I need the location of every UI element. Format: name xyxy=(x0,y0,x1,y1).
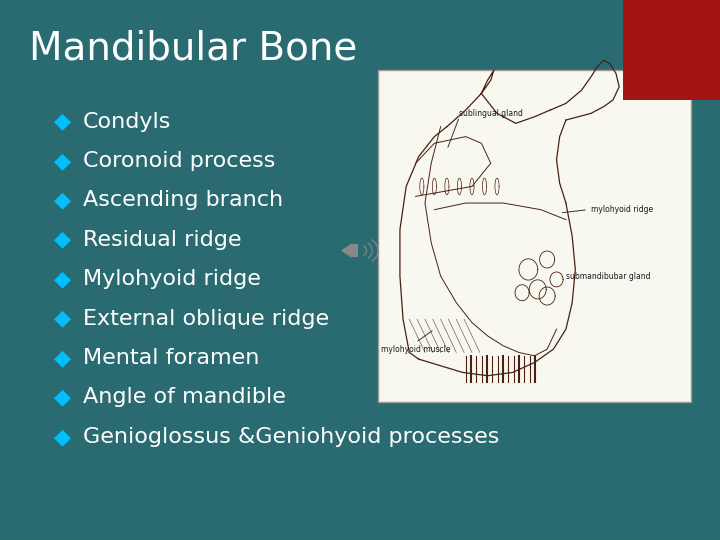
Polygon shape xyxy=(342,244,352,257)
Text: Mental foramen: Mental foramen xyxy=(83,348,259,368)
FancyBboxPatch shape xyxy=(623,0,720,100)
Text: ◆: ◆ xyxy=(54,151,71,171)
Text: Residual ridge: Residual ridge xyxy=(83,230,241,250)
Text: mylohyoid muscle: mylohyoid muscle xyxy=(381,345,451,354)
Text: mylohyoid ridge: mylohyoid ridge xyxy=(591,205,653,214)
Text: ◆: ◆ xyxy=(54,387,71,408)
Text: ◆: ◆ xyxy=(54,427,71,447)
Text: Angle of mandible: Angle of mandible xyxy=(83,387,286,408)
Text: Mylohyoid ridge: Mylohyoid ridge xyxy=(83,269,261,289)
FancyBboxPatch shape xyxy=(378,70,691,402)
Text: sublingual gland: sublingual gland xyxy=(459,109,523,118)
Text: submandibubar gland: submandibubar gland xyxy=(566,272,650,281)
Text: ◆: ◆ xyxy=(54,230,71,250)
Text: Coronoid process: Coronoid process xyxy=(83,151,275,171)
Text: Condyls: Condyls xyxy=(83,111,171,132)
Text: ◆: ◆ xyxy=(54,190,71,211)
Text: External oblique ridge: External oblique ridge xyxy=(83,308,329,329)
Text: ◆: ◆ xyxy=(54,111,71,132)
FancyBboxPatch shape xyxy=(352,244,358,257)
Text: Ascending branch: Ascending branch xyxy=(83,190,283,211)
Text: ◆: ◆ xyxy=(54,308,71,329)
Text: ◆: ◆ xyxy=(54,269,71,289)
Text: Genioglossus &Geniohyoid processes: Genioglossus &Geniohyoid processes xyxy=(83,427,499,447)
Text: Mandibular Bone: Mandibular Bone xyxy=(29,30,357,68)
Text: ◆: ◆ xyxy=(54,348,71,368)
